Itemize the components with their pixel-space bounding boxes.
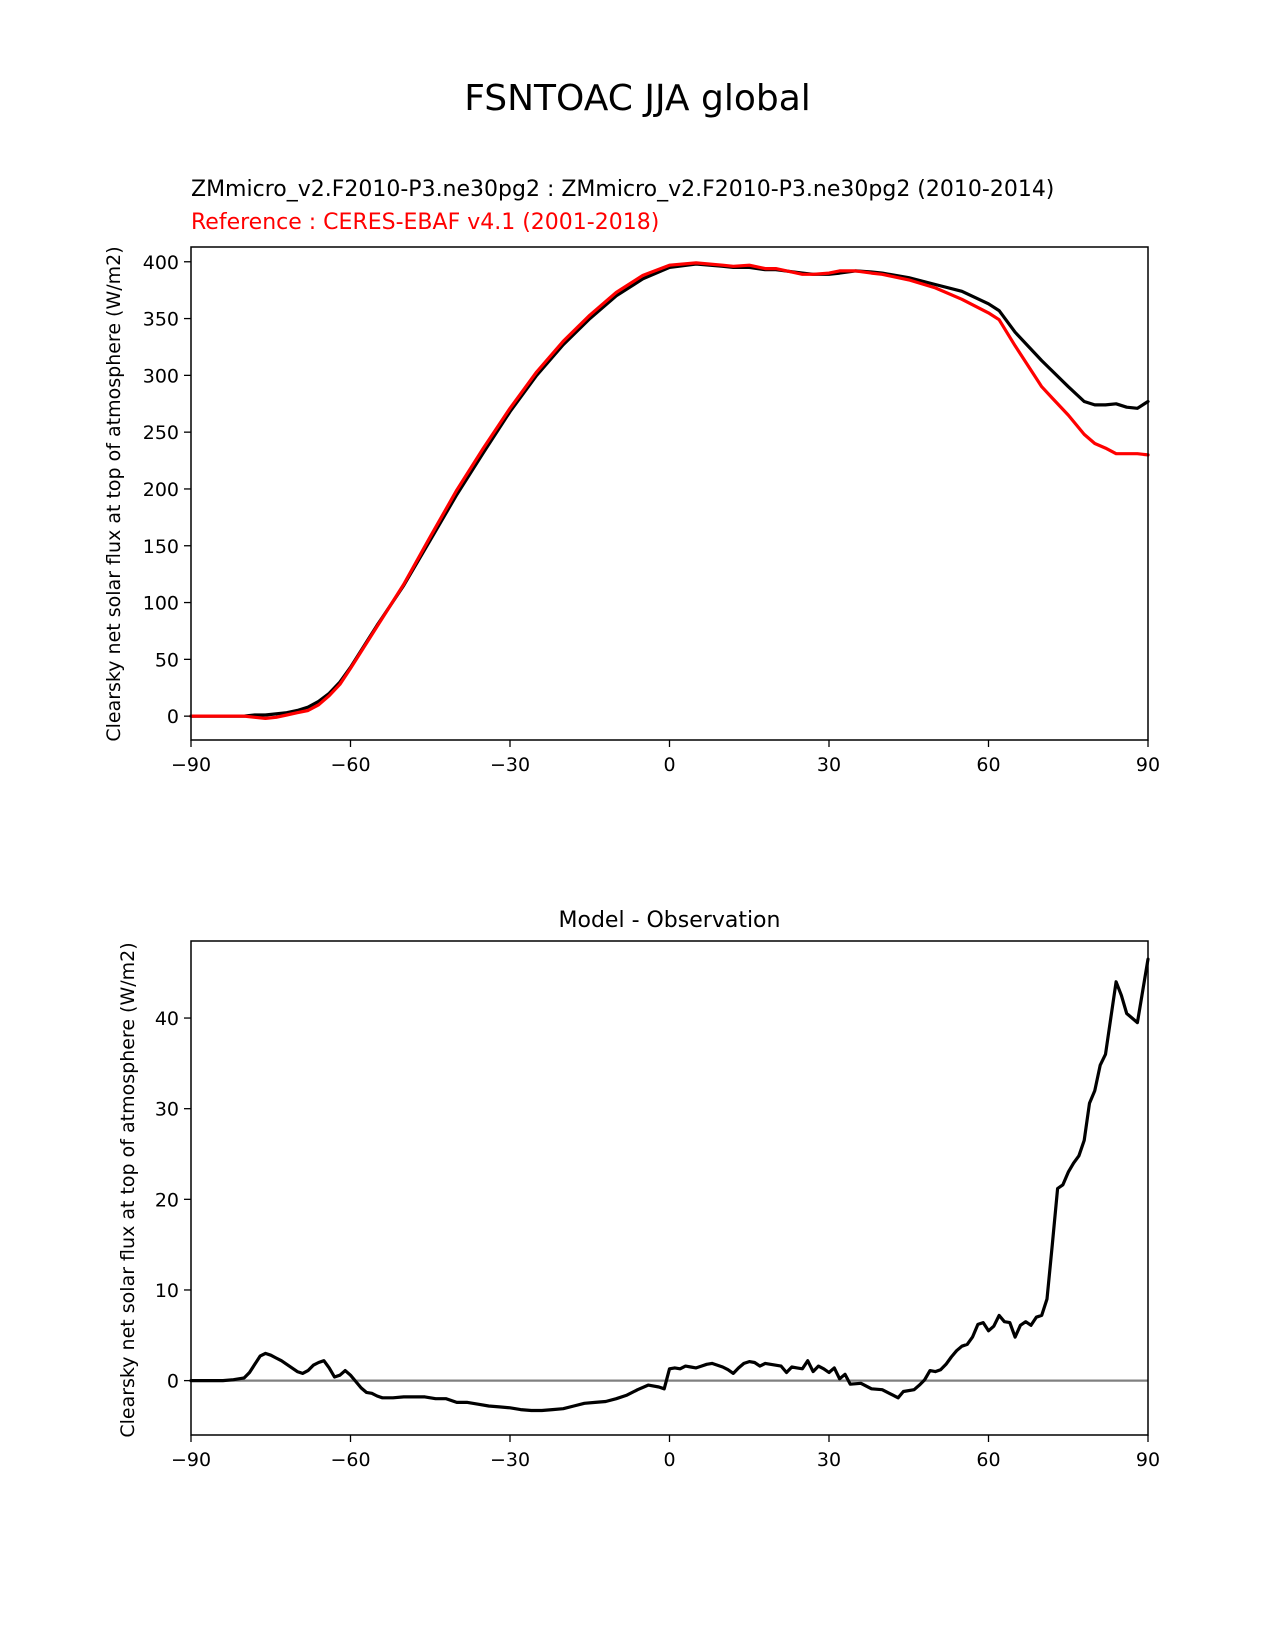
x-tick-label: −90 <box>171 754 211 776</box>
y-tick-label: 40 <box>155 1008 179 1030</box>
top-panel-y-axis-label: Clearsky net solar flux at top of atmosp… <box>103 246 125 741</box>
top-panel-model-title: ZMmicro_v2.F2010-P3.ne30pg2 : ZMmicro_v2… <box>191 177 1054 202</box>
y-tick-label: 300 <box>143 365 179 387</box>
x-tick-label: 60 <box>976 1449 1000 1471</box>
y-tick-label: 20 <box>155 1189 179 1211</box>
y-tick-label: 250 <box>143 422 179 444</box>
x-tick-label: −90 <box>171 1449 211 1471</box>
y-tick-label: 400 <box>143 252 179 274</box>
y-tick-label: 200 <box>143 479 179 501</box>
y-tick-label: 350 <box>143 309 179 331</box>
bottom-panel: Model - Observation −90 −60 −30 0 30 60 90 0 10 2… <box>117 908 1160 1471</box>
difference-series-line <box>189 957 1150 1413</box>
reference-series-line <box>189 261 1150 721</box>
axes-frame <box>190 940 1149 1436</box>
y-tick-label: 30 <box>155 1099 179 1121</box>
x-tick-label: 30 <box>817 1449 841 1471</box>
model-series-line <box>189 262 1150 718</box>
bottom-panel-plot: −90 −60 −30 0 30 60 90 0 10 20 30 40 <box>155 940 1160 1471</box>
y-tick-label: 0 <box>167 706 179 728</box>
bottom-panel-y-axis-label: Clearsky net solar flux at top of atmosp… <box>117 942 139 1437</box>
x-tick-label: 30 <box>817 754 841 776</box>
figure-suptitle: FSNTOAC JJA global <box>464 78 811 119</box>
y-tick-label: 10 <box>155 1280 179 1302</box>
x-tick-label: 0 <box>663 1449 675 1471</box>
x-tick-label: −60 <box>330 1449 370 1471</box>
top-panel-plot: −90 −60 −30 0 30 60 90 0 50 100 150 200 250 300 350 400 <box>143 246 1160 776</box>
bottom-panel-title: Model - Observation <box>559 908 781 933</box>
axes-frame <box>190 246 1149 741</box>
x-tick-label: 90 <box>1136 754 1160 776</box>
y-tick-label: 50 <box>155 649 179 671</box>
top-panel: ZMmicro_v2.F2010-P3.ne30pg2 : ZMmicro_v2… <box>103 177 1160 776</box>
x-tick-label: −30 <box>490 754 530 776</box>
y-tick-label: 100 <box>143 593 179 615</box>
x-tick-label: −60 <box>330 754 370 776</box>
top-panel-reference-title: Reference : CERES-EBAF v4.1 (2001-2018) <box>191 210 659 235</box>
x-tick-label: 0 <box>663 754 675 776</box>
x-tick-label: 60 <box>976 754 1000 776</box>
x-tick-label: −30 <box>490 1449 530 1471</box>
x-tick-label: 90 <box>1136 1449 1160 1471</box>
y-tick-label: 150 <box>143 536 179 558</box>
y-tick-label: 0 <box>167 1371 179 1393</box>
